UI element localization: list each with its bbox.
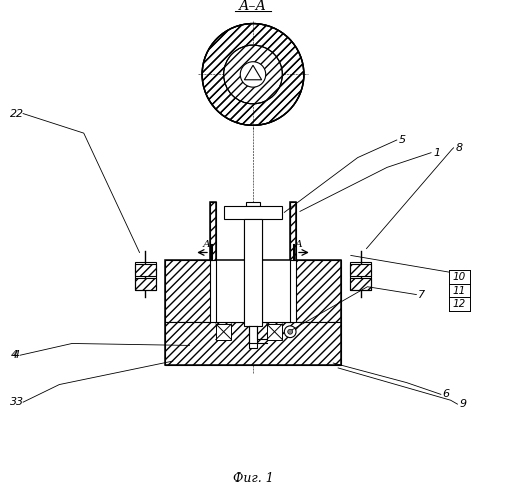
Bar xyxy=(216,202,289,322)
Bar xyxy=(266,324,282,340)
Polygon shape xyxy=(210,202,216,260)
Circle shape xyxy=(287,330,292,334)
Text: 3: 3 xyxy=(11,397,18,407)
Polygon shape xyxy=(295,260,340,322)
Text: 4: 4 xyxy=(13,350,20,360)
Text: А: А xyxy=(294,240,302,248)
Circle shape xyxy=(201,24,304,126)
Bar xyxy=(223,206,282,219)
Polygon shape xyxy=(134,264,156,276)
Text: 6: 6 xyxy=(442,390,449,400)
Polygon shape xyxy=(244,66,261,80)
Polygon shape xyxy=(349,264,371,276)
Polygon shape xyxy=(349,278,371,289)
Text: 4: 4 xyxy=(11,350,18,360)
Bar xyxy=(244,219,261,326)
Circle shape xyxy=(284,326,295,338)
Polygon shape xyxy=(244,219,261,324)
Text: 12: 12 xyxy=(452,300,465,310)
Polygon shape xyxy=(165,260,210,322)
Text: 5: 5 xyxy=(398,135,405,145)
Text: 7: 7 xyxy=(418,290,425,300)
Text: А: А xyxy=(203,240,211,248)
Text: 11: 11 xyxy=(452,286,465,296)
Bar xyxy=(216,324,231,340)
Bar xyxy=(245,202,260,205)
Text: Фиг. 1: Фиг. 1 xyxy=(232,472,273,485)
Text: 8: 8 xyxy=(454,143,462,153)
Text: 2: 2 xyxy=(11,108,18,118)
Bar xyxy=(134,262,156,289)
Bar xyxy=(349,262,371,289)
Text: 9: 9 xyxy=(459,399,466,409)
Circle shape xyxy=(240,62,265,87)
Text: 2: 2 xyxy=(16,108,23,118)
Circle shape xyxy=(223,45,282,104)
Text: 3: 3 xyxy=(16,397,23,407)
Text: А–А: А–А xyxy=(238,0,267,13)
Polygon shape xyxy=(134,278,156,289)
Polygon shape xyxy=(165,322,340,365)
Text: 1: 1 xyxy=(432,148,439,158)
Bar xyxy=(248,326,257,348)
Polygon shape xyxy=(289,202,295,260)
Text: 10: 10 xyxy=(452,272,465,282)
